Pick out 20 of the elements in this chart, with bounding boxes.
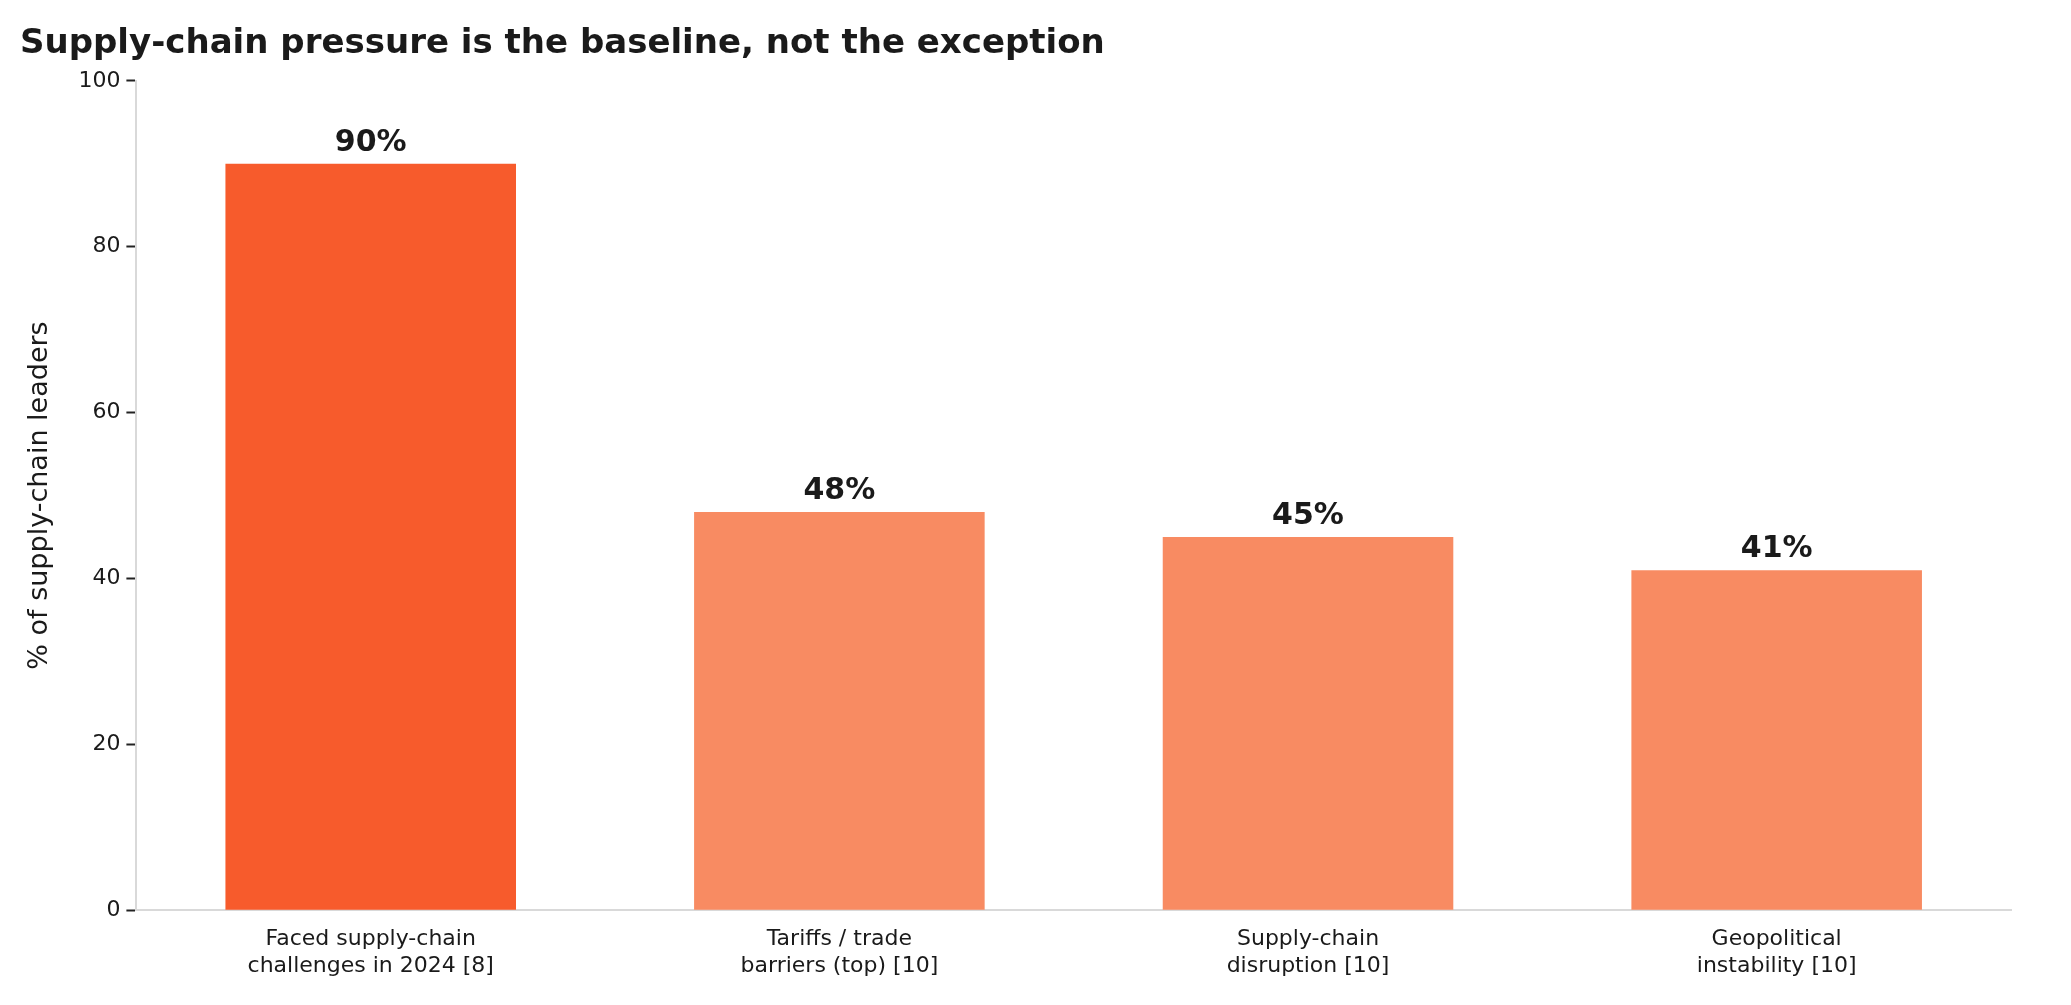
x-tick-label: Supply-chain disruption [10]	[1226, 925, 1390, 977]
data-label: 48%	[803, 470, 876, 506]
y-tick-label: 0	[106, 895, 121, 921]
y-tick-label: 40	[92, 564, 121, 590]
data-label: 41%	[1740, 528, 1813, 564]
y-tick-label: 100	[78, 66, 121, 92]
x-tick-label: Tariffs / trade barriers (top) [10]	[740, 925, 939, 977]
bar	[225, 163, 516, 910]
x-tick-label: Geopolitical instability [10]	[1696, 925, 1857, 977]
y-tick-label: 80	[92, 232, 121, 258]
chart-title: Supply-chain pressure is the baseline, not the exception	[20, 21, 1105, 62]
bar	[1162, 536, 1454, 910]
y-tick-label: 20	[92, 730, 121, 756]
data-label: 90%	[334, 122, 407, 158]
y-tick-label: 60	[92, 398, 121, 424]
y-axis-title: % of supply-chain leaders	[22, 321, 54, 670]
bar	[694, 512, 985, 910]
data-label: 45%	[1272, 495, 1344, 531]
x-tick-label: Faced supply-chain challenges in 2024 [8]	[247, 925, 494, 977]
bar	[1631, 570, 1922, 910]
